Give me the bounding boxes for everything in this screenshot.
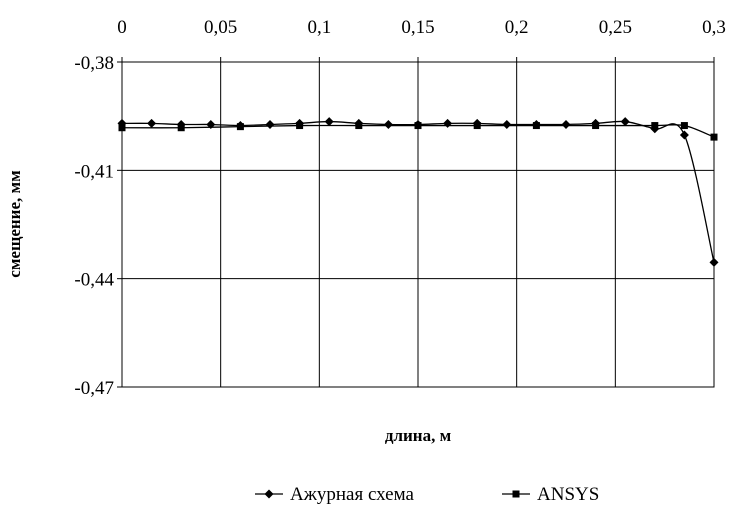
x-tick-label: 0,3 (702, 17, 726, 38)
data-point-diamond (443, 118, 453, 128)
x-tick-label: 0,1 (307, 17, 331, 38)
legend-item-series-1: Ажурная схема (255, 484, 414, 505)
x-axis-ticks: 0 0,05 0,1 0,15 0,2 0,25 0,3 (117, 17, 726, 62)
data-point-square (532, 122, 540, 130)
y-axis-title: смещение, мм (5, 170, 24, 278)
x-tick-label: 0,2 (505, 17, 529, 38)
data-point-square (296, 122, 304, 130)
legend: Ажурная схема ANSYS (255, 484, 599, 505)
data-point-square (236, 123, 244, 131)
y-tick-label: -0,47 (74, 378, 114, 399)
data-point-diamond (679, 130, 689, 140)
series-group (117, 117, 719, 267)
legend-marker-square (512, 490, 520, 498)
data-point-diamond (324, 117, 334, 127)
legend-label-series-2: ANSYS (537, 484, 599, 504)
x-axis-title: длина, м (385, 426, 452, 445)
legend-item-series-2: ANSYS (502, 484, 599, 505)
data-point-diamond (383, 119, 393, 129)
data-point-square (414, 122, 422, 130)
y-tick-label: -0,44 (74, 270, 114, 291)
data-point-diamond (502, 119, 512, 129)
data-point-square (680, 122, 688, 130)
data-point-square (651, 122, 659, 130)
y-tick-label: -0,38 (74, 53, 114, 74)
y-tick-label: -0,41 (74, 161, 114, 182)
x-tick-label: 0,25 (599, 17, 632, 38)
data-point-diamond (620, 117, 630, 127)
data-point-square (710, 133, 718, 141)
y-axis-ticks: -0,38 -0,41 -0,44 -0,47 (74, 53, 122, 399)
data-point-diamond (265, 119, 275, 129)
data-point-square (592, 122, 600, 130)
x-tick-label: 0,15 (401, 17, 434, 38)
x-tick-label: 0,05 (204, 17, 237, 38)
x-tick-label: 0 (117, 17, 127, 38)
grid (122, 62, 714, 387)
data-point-diamond (147, 118, 157, 128)
data-point-square (355, 122, 363, 130)
legend-label-series-1: Ажурная схема (290, 484, 414, 504)
data-point-diamond (206, 119, 216, 129)
series-1 (117, 117, 719, 267)
data-point-diamond (561, 119, 571, 129)
data-point-diamond (709, 257, 719, 267)
series-2 (118, 122, 718, 141)
legend-marker-diamond (264, 489, 274, 499)
data-point-square (473, 122, 481, 130)
data-point-square (177, 124, 185, 132)
data-point-square (118, 124, 126, 132)
